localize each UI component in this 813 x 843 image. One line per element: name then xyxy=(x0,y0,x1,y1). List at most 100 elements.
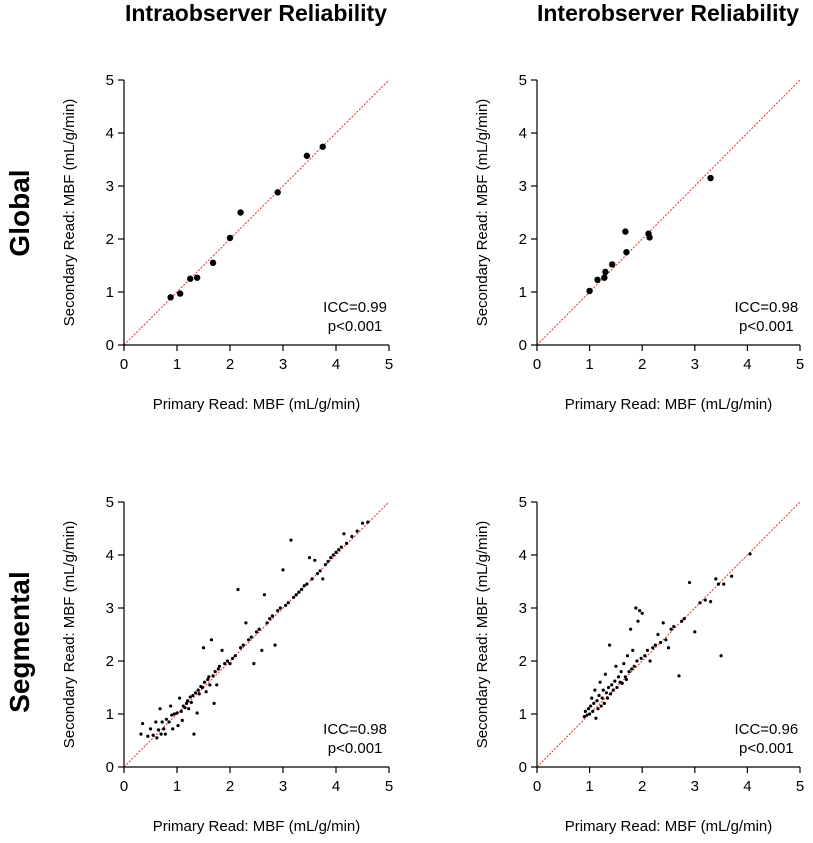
x-tick-label: 1 xyxy=(585,356,593,373)
y-tick-label: 3 xyxy=(519,178,527,195)
p-value-annotation: p<0.001 xyxy=(739,740,794,757)
data-point xyxy=(719,654,723,658)
data-point xyxy=(643,654,647,658)
data-point xyxy=(607,643,612,647)
x-axis-title: Primary Read: MBF (mL/g/min) xyxy=(153,818,361,835)
data-point xyxy=(215,683,219,687)
data-point xyxy=(639,656,643,660)
data-point xyxy=(597,693,601,698)
data-point xyxy=(220,648,224,653)
y-tick-label: 2 xyxy=(519,653,527,670)
data-point xyxy=(156,728,161,732)
data-point xyxy=(586,287,593,295)
data-point xyxy=(303,152,311,159)
y-tick-label: 5 xyxy=(519,494,527,511)
data-point xyxy=(698,601,702,605)
data-point xyxy=(299,587,304,592)
data-point xyxy=(226,234,234,242)
data-point xyxy=(252,662,256,666)
data-point xyxy=(249,635,253,639)
data-point xyxy=(594,276,601,284)
p-value-annotation: p<0.001 xyxy=(739,318,794,335)
x-tick-label: 2 xyxy=(226,778,234,795)
data-point xyxy=(148,727,153,731)
data-point xyxy=(260,648,264,653)
y-tick-label: 4 xyxy=(519,547,527,564)
x-tick-label: 3 xyxy=(691,356,699,373)
data-point xyxy=(231,656,235,660)
data-point xyxy=(186,699,190,703)
data-point xyxy=(664,638,668,642)
y-axis-title: Secondary Read: MBF (mL/g/min) xyxy=(61,99,78,327)
data-point xyxy=(154,720,158,724)
y-tick-label: 3 xyxy=(106,178,114,195)
data-point xyxy=(355,529,359,533)
data-point xyxy=(197,692,201,696)
data-point xyxy=(159,732,163,736)
data-point xyxy=(610,683,614,687)
data-point xyxy=(189,700,193,704)
x-tick-label: 2 xyxy=(226,356,234,373)
x-tick-label: 1 xyxy=(585,778,593,795)
y-tick-label: 5 xyxy=(106,72,114,89)
x-tick-label: 0 xyxy=(533,356,541,373)
data-point xyxy=(239,646,243,650)
icc-annotation: ICC=0.99 xyxy=(323,299,387,316)
data-point xyxy=(659,640,663,645)
data-point xyxy=(171,727,175,731)
x-axis-title: Primary Read: MBF (mL/g/min) xyxy=(153,396,361,413)
data-point xyxy=(276,609,280,613)
data-point xyxy=(233,654,237,658)
data-point xyxy=(708,600,713,604)
data-point xyxy=(334,550,338,554)
data-point xyxy=(640,611,644,615)
data-point xyxy=(225,659,229,663)
data-point xyxy=(605,696,610,700)
x-tick-label: 4 xyxy=(332,778,340,795)
x-tick-label: 4 xyxy=(743,356,751,373)
data-point xyxy=(209,259,217,267)
data-point xyxy=(589,704,593,708)
data-point xyxy=(176,290,184,297)
y-tick-label: 0 xyxy=(106,759,114,776)
data-point xyxy=(193,691,198,695)
data-point xyxy=(183,706,187,710)
y-tick-label: 3 xyxy=(106,600,114,617)
panel-segmental-interobserver: 00 1 1 2 2 3 3 4 4 5 5 Primary Read: MBF (mL/g/min)… xyxy=(474,494,804,835)
x-axis-title: Primary Read: MBF (mL/g/min) xyxy=(565,396,773,413)
data-point xyxy=(196,688,200,692)
data-point xyxy=(139,732,143,736)
y-tick-label: 2 xyxy=(106,231,114,248)
data-point xyxy=(262,593,267,597)
data-point xyxy=(595,699,599,703)
data-point xyxy=(682,617,686,621)
identity-line xyxy=(536,501,801,768)
data-point xyxy=(180,718,184,722)
data-point xyxy=(213,670,217,674)
data-point xyxy=(680,619,684,623)
x-tick-label: 0 xyxy=(533,778,541,795)
data-point xyxy=(292,595,296,600)
data-point xyxy=(615,685,619,690)
data-point xyxy=(707,174,714,182)
data-point xyxy=(321,577,325,581)
data-point xyxy=(167,294,174,301)
y-tick-label: 0 xyxy=(519,759,527,776)
data-point xyxy=(646,234,653,241)
data-point xyxy=(192,732,196,736)
data-point xyxy=(195,711,199,715)
x-tick-label: 5 xyxy=(796,356,804,373)
data-point xyxy=(748,552,752,556)
data-point xyxy=(653,643,657,647)
data-point xyxy=(583,709,587,713)
data-point xyxy=(596,707,600,711)
data-point xyxy=(651,646,655,650)
data-point xyxy=(629,627,633,631)
data-point xyxy=(305,582,309,586)
data-point xyxy=(591,709,595,713)
x-tick-label: 4 xyxy=(743,778,751,795)
data-point xyxy=(270,614,274,618)
data-point xyxy=(602,268,609,276)
data-point xyxy=(714,577,718,581)
data-point xyxy=(600,696,604,700)
